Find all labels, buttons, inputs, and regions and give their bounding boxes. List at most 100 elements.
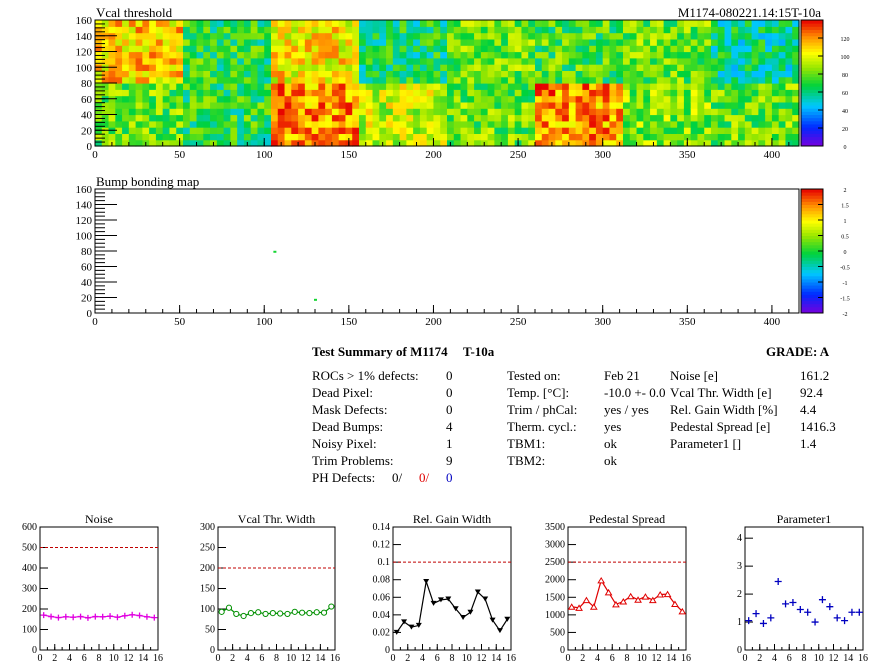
map-0: 0 50 100 150 200 250 300 350 4000204060801001201… <box>76 5 850 161</box>
map-cell <box>101 76 110 84</box>
map-cell <box>169 108 177 116</box>
data-point <box>496 628 503 634</box>
map-cell <box>338 38 347 46</box>
map-cell <box>331 101 340 109</box>
map-cell <box>277 51 286 59</box>
map-cell <box>122 38 130 46</box>
data-point <box>121 612 128 619</box>
map-cell <box>656 127 665 134</box>
map-cell <box>792 89 800 97</box>
map-cell <box>250 20 259 27</box>
map-cell <box>453 133 462 141</box>
map-cell <box>548 70 556 78</box>
map-cell <box>257 45 265 53</box>
map-cell <box>162 83 171 90</box>
plot-frame <box>567 526 687 651</box>
map-cell <box>162 32 171 40</box>
map-cell <box>216 57 225 65</box>
map-cell <box>636 101 644 109</box>
map-cell <box>318 108 326 116</box>
map-cell <box>243 70 252 78</box>
map-cell <box>331 139 340 147</box>
map-cell <box>237 95 245 103</box>
map-cell <box>345 57 353 65</box>
map-cell <box>697 45 705 53</box>
map-cell <box>386 26 394 34</box>
map-cell <box>731 127 739 134</box>
map-cell <box>291 127 299 134</box>
map-cell <box>149 38 157 46</box>
y-tick-label: 160 <box>76 184 93 196</box>
map-cell <box>142 51 150 59</box>
map-cell <box>237 32 245 40</box>
map-cell <box>433 127 441 134</box>
map-cell <box>365 70 374 78</box>
map-cell <box>616 83 624 90</box>
map-cell <box>122 45 130 53</box>
map-cell <box>426 38 435 46</box>
map-cell <box>751 114 759 122</box>
map-cell <box>135 76 143 84</box>
map-cell <box>284 20 292 27</box>
map-cell <box>528 127 536 134</box>
map-cell <box>291 26 299 34</box>
map-cell <box>771 20 780 27</box>
x-tick-label: 100 <box>256 149 273 161</box>
map-cell <box>426 20 435 27</box>
map-cell <box>690 83 699 90</box>
map-cell <box>250 89 259 97</box>
map-cell <box>595 95 604 103</box>
map-cell <box>379 45 387 53</box>
map-cell <box>670 76 678 84</box>
map-cell <box>277 45 286 53</box>
map-cell <box>751 57 759 65</box>
map-cell <box>210 89 218 97</box>
map-cell <box>196 64 204 71</box>
map-cell <box>711 127 719 134</box>
map-cell <box>467 51 475 59</box>
map-cell <box>115 139 123 147</box>
map-cell <box>568 38 577 46</box>
y-tick-label: 40 <box>81 110 93 122</box>
map-cell <box>399 32 407 40</box>
y-tick-label: 200 <box>22 604 37 615</box>
colorbar-segment <box>801 26 823 30</box>
x-tick-label: 12 <box>829 653 839 664</box>
map-cell <box>386 133 394 141</box>
map-cell <box>183 133 191 141</box>
map-cell <box>744 64 753 71</box>
map-cell <box>399 70 407 78</box>
map-cell <box>548 120 556 128</box>
map-cell <box>792 95 800 103</box>
map-cell <box>507 45 516 53</box>
map-cell <box>501 51 509 59</box>
map-cell <box>562 101 570 109</box>
threshold-cells <box>95 20 800 147</box>
map-cell <box>203 26 211 34</box>
map-cell <box>704 45 712 53</box>
map-cell <box>568 32 577 40</box>
map-cell <box>271 57 279 65</box>
map-cell <box>447 114 455 122</box>
map-cell <box>494 89 502 97</box>
map-cell <box>663 76 671 84</box>
map-cell <box>298 108 306 116</box>
colorbar-segment <box>801 83 823 87</box>
map-cell <box>643 133 651 141</box>
map-cell <box>453 89 462 97</box>
map-cell <box>541 26 550 34</box>
map-cell <box>223 120 231 128</box>
map-cell <box>365 127 374 134</box>
map-cell <box>683 95 692 103</box>
plot-frame <box>392 526 512 651</box>
map-cell <box>778 108 787 116</box>
map-cell <box>365 76 374 84</box>
map-cell <box>230 120 238 128</box>
map-cell <box>771 89 780 97</box>
data-point <box>423 578 430 584</box>
map-cell <box>629 26 638 34</box>
x-tick-label: 16 <box>858 653 868 664</box>
map-cell <box>149 26 157 34</box>
map-cell <box>155 120 164 128</box>
map-cell <box>311 64 319 71</box>
